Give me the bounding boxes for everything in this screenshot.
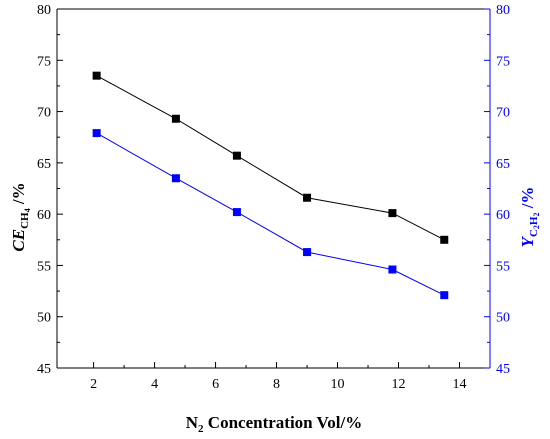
y-left-tick-label: 60 bbox=[37, 208, 51, 223]
series-1-point bbox=[388, 209, 397, 218]
x-tick-label: 4 bbox=[151, 377, 158, 392]
series-2-point bbox=[232, 208, 241, 217]
series-2-point bbox=[92, 129, 101, 138]
y-right-tick-label: 60 bbox=[496, 208, 510, 223]
y-right-tick-label: 55 bbox=[496, 259, 510, 274]
y-left-tick-label: 70 bbox=[37, 106, 51, 121]
y-right-axis-title: YC2H2 /% bbox=[518, 187, 541, 248]
x-tick-label: 8 bbox=[273, 377, 280, 392]
y-right-tick-label: 50 bbox=[496, 311, 510, 326]
x-tick-label: 10 bbox=[331, 377, 345, 392]
y-left-axis-ticks: 45 50 55 60 65 70 75 80 bbox=[37, 3, 63, 377]
y-right-tick-label: 80 bbox=[496, 3, 510, 18]
series-layer bbox=[92, 71, 449, 300]
plot-frame bbox=[56, 8, 491, 369]
x-tick-label: 2 bbox=[90, 377, 97, 392]
x-axis-ticks: 2 4 6 8 10 12 14 bbox=[90, 362, 467, 392]
y-left-tick-label: 65 bbox=[37, 157, 51, 172]
y-right-tick-label: 70 bbox=[496, 106, 510, 121]
series-1-line bbox=[96, 75, 445, 241]
x-axis-title: N2 Concentration Vol/% bbox=[186, 413, 362, 435]
y-left-tick-label: 55 bbox=[37, 259, 51, 274]
x-tick-label: 14 bbox=[453, 377, 467, 392]
series-1-point bbox=[303, 193, 312, 202]
y-left-axis-title: CECH4 /% bbox=[9, 182, 32, 251]
series-1-point bbox=[232, 151, 241, 160]
series-2-point bbox=[171, 174, 180, 183]
y-right-tick-label: 45 bbox=[496, 362, 510, 377]
series-2-point bbox=[303, 248, 312, 257]
y-left-tick-label: 75 bbox=[37, 54, 51, 69]
series-1-point bbox=[440, 235, 449, 244]
y-left-tick-label: 80 bbox=[37, 3, 51, 18]
y-left-tick-label: 50 bbox=[37, 311, 51, 326]
series-2-line bbox=[96, 132, 445, 296]
series-2-point bbox=[440, 291, 449, 300]
y-left-tick-label: 45 bbox=[37, 362, 51, 377]
series-1-point bbox=[92, 71, 101, 80]
y-right-tick-label: 75 bbox=[496, 54, 510, 69]
series-2-point bbox=[388, 265, 397, 274]
x-tick-label: 6 bbox=[212, 377, 219, 392]
y-right-axis-ticks: 45 50 55 60 65 70 75 80 bbox=[484, 3, 510, 377]
x-tick-label: 12 bbox=[392, 377, 406, 392]
y-right-tick-label: 65 bbox=[496, 157, 510, 172]
series-1-point bbox=[171, 114, 180, 123]
